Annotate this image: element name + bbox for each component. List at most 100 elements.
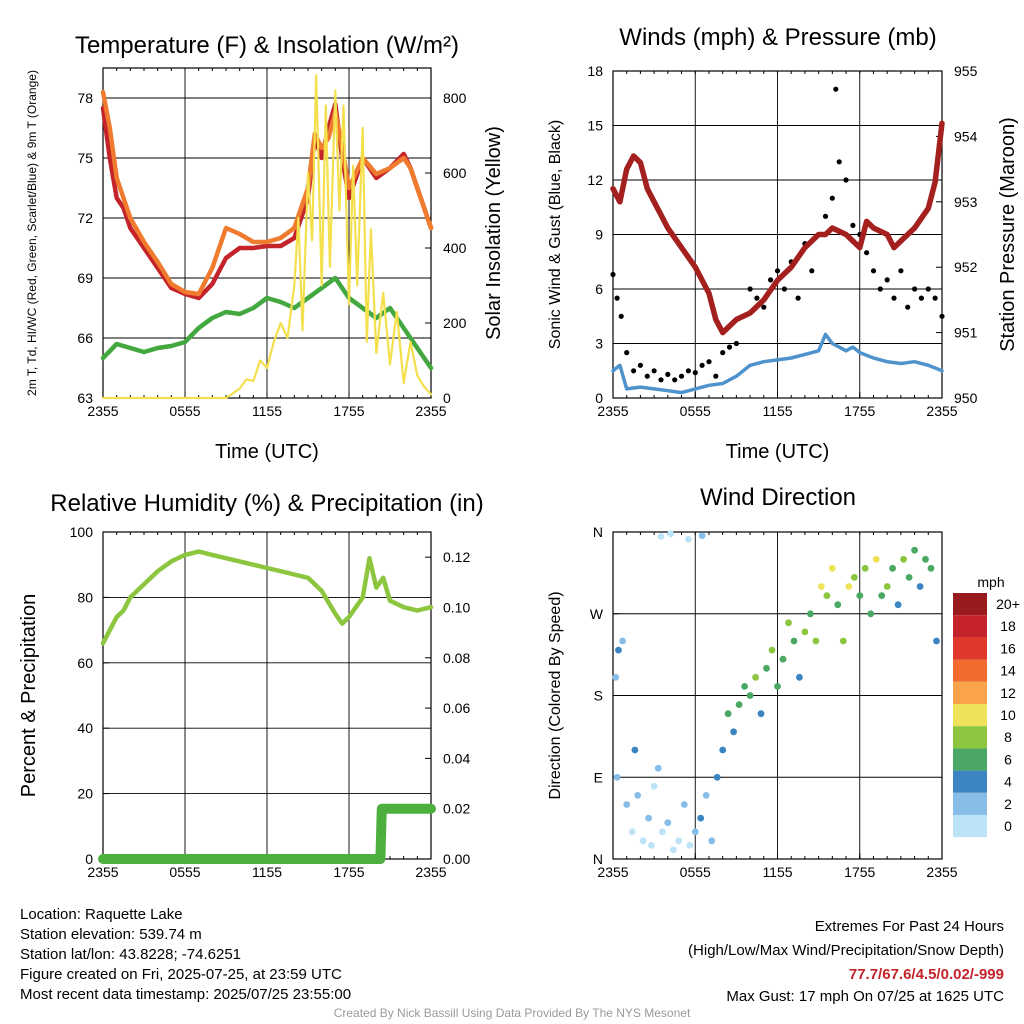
y2-tick-label: 800 bbox=[443, 90, 467, 106]
y-axis-label: Direction (Colored By Speed) bbox=[547, 591, 564, 799]
direction-point bbox=[916, 583, 924, 590]
y-tick-label: 3 bbox=[595, 336, 603, 352]
legend-label: 14 bbox=[1000, 663, 1016, 679]
direction-point bbox=[669, 846, 677, 854]
direction-point bbox=[628, 828, 636, 836]
legend-swatch bbox=[953, 659, 987, 682]
x-axis-label: Time (UTC) bbox=[726, 441, 830, 463]
x-tick-label: 1755 bbox=[844, 864, 875, 880]
x-tick-label: 2355 bbox=[87, 403, 118, 419]
direction-point bbox=[883, 583, 891, 590]
gust-point bbox=[833, 86, 839, 92]
direction-point bbox=[779, 655, 787, 663]
x-tick-label: 1755 bbox=[333, 864, 364, 880]
legend-swatch bbox=[953, 704, 987, 727]
gust-point bbox=[768, 277, 774, 283]
chart-title: Relative Humidity (%) & Precipitation (i… bbox=[50, 490, 483, 517]
direction-point bbox=[807, 610, 814, 618]
y2-tick-label: 200 bbox=[443, 315, 467, 331]
direction-point bbox=[746, 692, 754, 699]
direction-point bbox=[657, 533, 665, 540]
gust-point bbox=[884, 277, 890, 283]
gust-point bbox=[618, 313, 624, 319]
direction-point bbox=[654, 764, 662, 772]
y2-tick-label: 953 bbox=[954, 194, 978, 210]
direction-point bbox=[889, 564, 896, 572]
gust-point bbox=[774, 268, 781, 274]
gust-point bbox=[761, 304, 767, 310]
gust-point bbox=[720, 350, 726, 356]
y-axis-label: Percent & Precipitation bbox=[18, 594, 40, 797]
gust-point bbox=[905, 304, 911, 310]
max-gust-text: Max Gust: 17 mph On 07/25 at 1625 UTC bbox=[726, 988, 1004, 1005]
gust-point bbox=[678, 373, 685, 379]
direction-point bbox=[845, 583, 853, 590]
direction-point bbox=[613, 773, 621, 781]
y-tick-label: 63 bbox=[77, 390, 93, 406]
x-tick-label: 2355 bbox=[597, 403, 628, 419]
gust-point bbox=[631, 368, 637, 374]
legend-label: 8 bbox=[1004, 729, 1012, 745]
y-tick-label: 0 bbox=[85, 851, 93, 867]
chart-title: Wind Direction bbox=[700, 484, 856, 511]
y2-tick-label: 0.12 bbox=[443, 549, 470, 565]
x-tick-label: 1155 bbox=[252, 864, 282, 880]
y2-tick-label: 0 bbox=[443, 390, 451, 406]
direction-point bbox=[796, 673, 803, 681]
x-tick-label: 1755 bbox=[844, 403, 875, 419]
gust-point bbox=[658, 377, 664, 383]
y-tick-label: N bbox=[593, 524, 603, 540]
direction-point bbox=[828, 564, 836, 572]
gust-point bbox=[781, 286, 788, 292]
direction-point bbox=[634, 792, 642, 799]
direction-point bbox=[724, 710, 732, 718]
chart-title: Temperature (F) & Insolation (W/m²) bbox=[75, 32, 459, 59]
y-tick-label: 100 bbox=[70, 524, 94, 540]
direction-point bbox=[922, 555, 929, 563]
direction-point bbox=[650, 782, 658, 790]
direction-point bbox=[774, 683, 781, 690]
y-tick-label: 15 bbox=[587, 118, 603, 134]
y-tick-label: 40 bbox=[77, 720, 93, 736]
x-tick-label: 2355 bbox=[415, 403, 446, 419]
direction-point bbox=[730, 728, 737, 736]
gust-point bbox=[836, 159, 842, 165]
gust-point bbox=[912, 286, 918, 292]
direction-point bbox=[619, 637, 626, 645]
y-tick-label: 66 bbox=[77, 330, 93, 346]
direction-point bbox=[763, 664, 770, 672]
y-tick-label: 60 bbox=[77, 655, 93, 671]
direction-point bbox=[667, 530, 674, 538]
direction-point bbox=[645, 814, 652, 822]
gust-point bbox=[685, 368, 692, 374]
y-tick-label: E bbox=[594, 769, 603, 785]
y2-tick-label: 0.02 bbox=[443, 801, 470, 817]
legend-swatch bbox=[953, 748, 987, 771]
x-axis-label: Time (UTC) bbox=[215, 441, 319, 463]
legend-label: 10 bbox=[1000, 707, 1016, 723]
direction-point bbox=[680, 801, 688, 808]
y2-tick-label: 952 bbox=[954, 259, 978, 275]
x-tick-label: 2355 bbox=[597, 864, 628, 880]
direction-point bbox=[839, 637, 847, 645]
direction-point bbox=[927, 564, 935, 572]
location-text: Location: Raquette Lake bbox=[20, 906, 183, 923]
winds-pressure-chart: 2355 0555 1155 1755 235503691215189509519529… bbox=[547, 24, 1019, 463]
gust-point bbox=[932, 295, 938, 301]
direction-point bbox=[735, 701, 743, 708]
legend-label: 18 bbox=[1000, 618, 1016, 634]
gust-point bbox=[733, 340, 740, 347]
gust-point bbox=[918, 295, 925, 301]
gust-point bbox=[809, 268, 815, 274]
gust-point bbox=[795, 295, 801, 301]
direction-point bbox=[719, 746, 727, 754]
direction-point bbox=[698, 532, 706, 539]
legend-swatch bbox=[953, 726, 987, 749]
direction-point bbox=[823, 592, 831, 599]
y2-tick-label: 0.06 bbox=[443, 700, 470, 716]
gust-point bbox=[706, 359, 712, 365]
legend-label: 6 bbox=[1004, 751, 1012, 767]
recent-data-text: Most recent data timestamp: 2025/07/25 2… bbox=[20, 986, 352, 1003]
y-tick-label: 0 bbox=[595, 390, 603, 406]
pressure-line bbox=[610, 120, 945, 336]
